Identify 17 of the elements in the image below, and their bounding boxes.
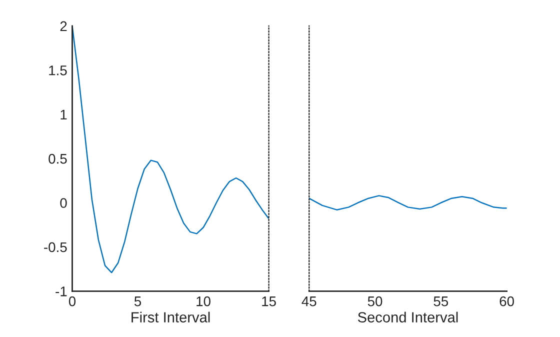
y-tick-label: 1 xyxy=(60,110,67,120)
y-tick-label: 1.5 xyxy=(49,66,67,76)
y-tick-label: -1 xyxy=(56,286,67,296)
x-axis-title: First Interval xyxy=(132,312,210,322)
x-tick-label: 0 xyxy=(68,296,76,306)
x-tick-label: 60 xyxy=(500,296,514,306)
x-tick-label: 45 xyxy=(302,296,316,306)
x-tick-label: 50 xyxy=(368,296,382,306)
y-tick-label: -0.5 xyxy=(44,242,67,252)
y-tick-label: 0.5 xyxy=(48,154,67,164)
x-tick-label: 5 xyxy=(134,296,142,306)
y-tick-label: 0 xyxy=(60,198,67,208)
x-axis-title: Second Interval xyxy=(358,312,458,322)
x-tick-label: 55 xyxy=(434,296,448,306)
x-tick-label: 15 xyxy=(262,296,276,306)
y-tick-label: 2 xyxy=(60,21,67,31)
x-tick-label: 10 xyxy=(196,296,210,306)
